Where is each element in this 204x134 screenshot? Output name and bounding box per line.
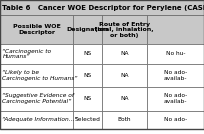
Bar: [73, 15, 102, 44]
Text: No hu-: No hu-: [166, 51, 185, 56]
Text: Table 6   Cancer WOE Descriptor for Perylene (CASRN 198-55-0): Table 6 Cancer WOE Descriptor for Peryle…: [2, 5, 204, 11]
Text: NA: NA: [120, 51, 129, 56]
Text: Route of Entry
(oral, inhalation,
or both): Route of Entry (oral, inhalation, or bot…: [95, 22, 154, 38]
Text: “Likely to be
Carcinogenic to Humans”: “Likely to be Carcinogenic to Humans”: [2, 70, 78, 81]
Text: “Adequate Information...”: “Adequate Information...”: [2, 117, 78, 122]
Bar: [102, 87, 147, 111]
Bar: [147, 15, 204, 44]
Bar: [73, 44, 102, 64]
Text: No ado-
availab-: No ado- availab-: [164, 70, 187, 81]
Bar: [147, 44, 204, 64]
Text: “Carcinogenic to
Humans”: “Carcinogenic to Humans”: [2, 49, 52, 59]
Text: No ado-: No ado-: [164, 117, 187, 122]
Bar: [0, 87, 73, 111]
Text: Possible WOE
Descriptor: Possible WOE Descriptor: [13, 24, 61, 35]
Bar: [0, 111, 73, 129]
Bar: [102, 15, 147, 44]
Bar: [102, 111, 147, 129]
Bar: [73, 87, 102, 111]
Bar: [0, 44, 73, 64]
Text: NS: NS: [84, 51, 92, 56]
Text: NA: NA: [120, 73, 129, 78]
Bar: [102, 64, 147, 87]
Bar: [147, 111, 204, 129]
Bar: [147, 87, 204, 111]
Text: No ado-
availab-: No ado- availab-: [164, 93, 187, 104]
Bar: [0, 64, 73, 87]
Bar: [0, 0, 204, 15]
Bar: [147, 64, 204, 87]
Text: Both: Both: [118, 117, 131, 122]
Bar: [73, 64, 102, 87]
Text: “Suggestive Evidence of
Carcinogenic Potential”: “Suggestive Evidence of Carcinogenic Pot…: [2, 93, 74, 104]
Bar: [102, 44, 147, 64]
Text: Designation: Designation: [67, 27, 109, 32]
Text: NS: NS: [84, 96, 92, 101]
Text: Selected: Selected: [75, 117, 101, 122]
Text: NA: NA: [120, 96, 129, 101]
Bar: [0, 15, 73, 44]
Text: NS: NS: [84, 73, 92, 78]
Bar: [73, 111, 102, 129]
